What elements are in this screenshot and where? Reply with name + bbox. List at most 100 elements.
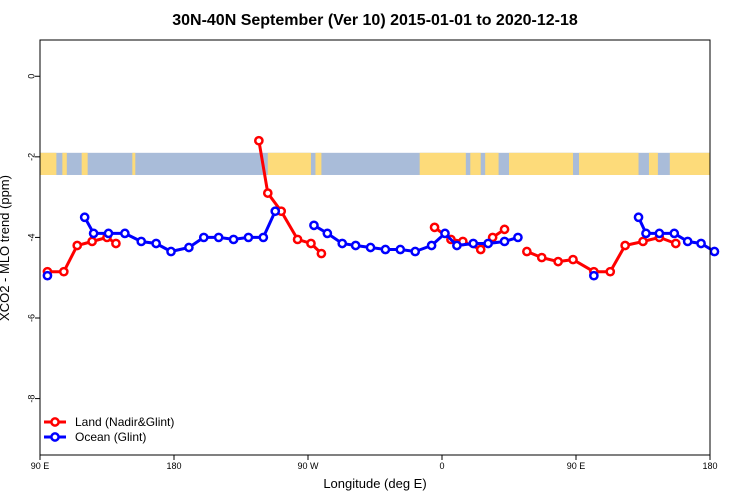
map-land <box>132 152 136 175</box>
data-point <box>111 238 121 249</box>
map-land <box>648 152 658 175</box>
x-axis: 90 E 180 90 W 0 90 E 180 <box>31 455 718 471</box>
chart-title: 30N-40N September (Ver 10) 2015-01-01 to… <box>172 12 578 29</box>
map-land <box>669 152 710 175</box>
data-point <box>426 240 437 251</box>
world-map-strip <box>40 152 710 175</box>
data-point <box>513 232 523 243</box>
data-point <box>670 238 681 249</box>
data-point <box>589 270 599 281</box>
data-point <box>682 236 693 247</box>
x-axis-label: Longitude (deg E) <box>323 476 426 491</box>
map-land <box>315 152 322 175</box>
legend-marker <box>50 432 60 442</box>
data-point <box>429 222 440 233</box>
data-point <box>395 244 406 255</box>
map-land <box>419 152 466 175</box>
data-point <box>228 234 239 245</box>
data-point <box>306 238 316 249</box>
data-point <box>696 238 706 249</box>
data-point <box>184 242 194 253</box>
data-point <box>254 135 264 146</box>
data-point <box>641 228 651 239</box>
data-point <box>475 244 486 255</box>
y-axis: 0 -2 -4 -6 -8 <box>26 74 40 403</box>
data-point <box>654 228 665 239</box>
map-land <box>485 152 499 175</box>
data-point <box>487 232 498 243</box>
map-land <box>267 152 311 175</box>
data-point <box>213 232 224 243</box>
data-point <box>42 270 53 281</box>
data-point <box>499 236 510 247</box>
data-point <box>72 240 83 251</box>
data-point <box>410 246 421 257</box>
map-land <box>62 152 67 175</box>
data-point <box>350 240 361 251</box>
plot-frame <box>39 39 711 456</box>
data-point <box>322 228 333 239</box>
x-tick-label: 90 E <box>31 461 50 471</box>
data-point <box>309 220 319 231</box>
data-point <box>292 234 303 245</box>
data-point <box>522 246 532 257</box>
y-tick-label: 0 <box>26 74 36 79</box>
data-point <box>151 238 161 249</box>
data-point <box>120 228 130 239</box>
data-point <box>337 238 348 249</box>
map-land <box>40 152 57 175</box>
data-point <box>709 246 720 257</box>
x-tick-label: 0 <box>439 461 444 471</box>
data-point <box>633 212 644 223</box>
data-point <box>638 236 648 247</box>
data-point <box>483 238 494 249</box>
map-land <box>470 152 481 175</box>
y-tick-label: -4 <box>26 233 36 241</box>
data-point <box>79 212 90 223</box>
data-point <box>536 252 547 263</box>
data-point <box>365 242 376 253</box>
legend-marker <box>50 417 60 427</box>
y-tick-label: -2 <box>26 153 36 161</box>
data-point <box>380 244 391 255</box>
data-point <box>316 248 327 259</box>
y-axis-label: XCO2 - MLO trend (ppm) <box>0 175 12 321</box>
data-point <box>88 228 99 239</box>
legend: Land (Nadir&Glint)Ocean (Glint) <box>44 415 174 444</box>
data-point <box>87 236 97 247</box>
x-tick-label: 90 E <box>567 461 586 471</box>
data-point <box>605 266 616 277</box>
map-land <box>509 152 574 175</box>
data-point <box>166 246 176 257</box>
map-land <box>81 152 88 175</box>
data-point <box>258 232 269 243</box>
data-point <box>452 240 462 251</box>
x-tick-label: 180 <box>702 461 717 471</box>
data-point <box>553 256 563 267</box>
data-point <box>58 266 69 277</box>
legend-label: Ocean (Glint) <box>75 430 146 444</box>
data-point <box>620 240 630 251</box>
data-point <box>568 254 578 265</box>
y-tick-label: -6 <box>26 314 36 322</box>
map-land <box>578 152 639 175</box>
data-point <box>440 228 450 239</box>
data-point <box>669 228 680 239</box>
data-point <box>136 236 147 247</box>
x-tick-label: 90 W <box>297 461 319 471</box>
data-point <box>270 206 281 217</box>
plot-area <box>39 39 720 456</box>
series-line <box>526 235 677 274</box>
legend-label: Land (Nadir&Glint) <box>75 415 174 429</box>
data-point <box>103 228 114 239</box>
data-point <box>198 232 209 243</box>
data-point <box>468 238 479 249</box>
x-tick-label: 180 <box>166 461 181 471</box>
series-ocean <box>42 206 720 281</box>
series-line <box>47 235 117 274</box>
series-layer <box>42 135 720 281</box>
y-tick-label: -8 <box>26 395 36 403</box>
data-point <box>243 232 254 243</box>
data-point <box>262 188 273 198</box>
